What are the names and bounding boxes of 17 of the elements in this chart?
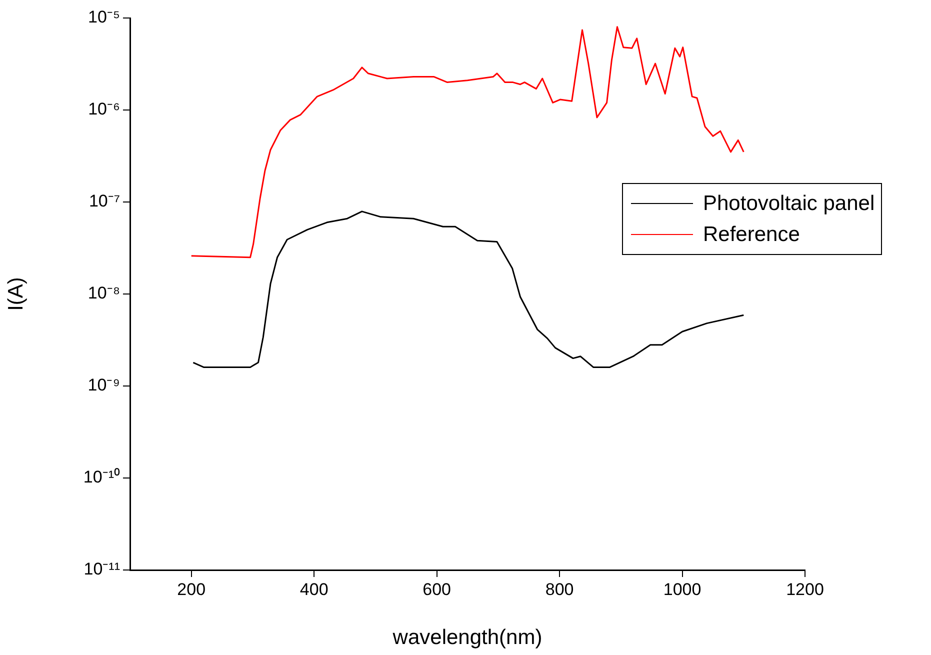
- y-tick-label: 10⁻⁵: [88, 8, 120, 27]
- y-tick-label: 10⁻⁷: [88, 192, 120, 211]
- legend-label: Reference: [703, 222, 800, 246]
- y-tick-label: 10⁻¹⁰: [83, 468, 120, 487]
- x-tick-label: 800: [545, 580, 574, 599]
- x-tick-label: 1200: [786, 580, 824, 599]
- x-tick-label: 200: [177, 580, 206, 599]
- legend-label: Photovoltaic panel: [703, 192, 875, 216]
- y-tick-label: 10⁻⁶: [88, 100, 120, 119]
- y-axis-title: I(A): [4, 277, 28, 311]
- x-tick-label: 600: [422, 580, 452, 599]
- y-tick-label: 10⁻⁸: [88, 284, 120, 303]
- x-tick-label: 400: [300, 580, 328, 599]
- x-axis-title: wavelength(nm): [392, 626, 542, 650]
- y-tick-label: 10⁻¹¹: [84, 560, 120, 579]
- y-tick-label: 10⁻⁹: [88, 376, 120, 395]
- x-tick-label: 1000: [663, 580, 702, 599]
